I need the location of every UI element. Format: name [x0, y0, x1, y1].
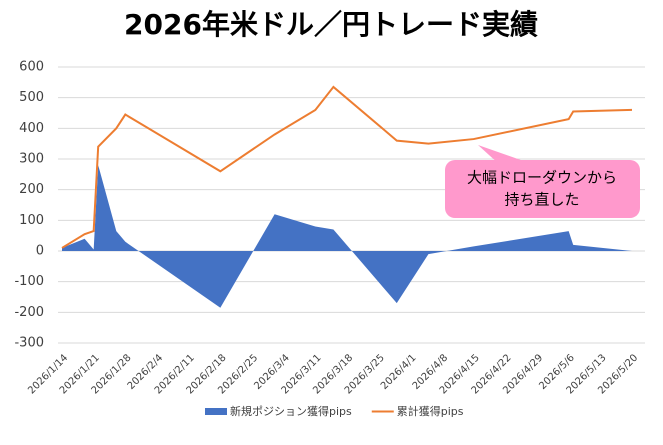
y-tick-label: -200 — [14, 305, 44, 320]
y-tick-label: -300 — [14, 336, 44, 351]
y-tick-label: -100 — [14, 274, 44, 289]
y-tick-label: 600 — [19, 60, 44, 75]
chart-title: 2026年米ドル／円トレード実績 — [124, 8, 538, 41]
y-tick-label: 300 — [19, 152, 44, 167]
line — [61, 85, 633, 249]
legend-swatch — [205, 408, 227, 415]
legend-label: 新規ポジション獲得pips — [230, 404, 352, 418]
annotation-text: 大幅ドローダウンから — [467, 169, 617, 187]
y-tick-label: 500 — [19, 90, 44, 105]
area — [62, 165, 632, 308]
annotation-text: 持ち直した — [504, 191, 579, 209]
legend-label: 累計獲得pips — [397, 404, 464, 418]
y-tick-label: 100 — [19, 213, 44, 228]
y-tick-label: 400 — [19, 121, 44, 136]
annotation-box — [445, 160, 640, 218]
y-tick-label: 0 — [36, 244, 44, 259]
y-tick-label: 200 — [19, 182, 44, 197]
